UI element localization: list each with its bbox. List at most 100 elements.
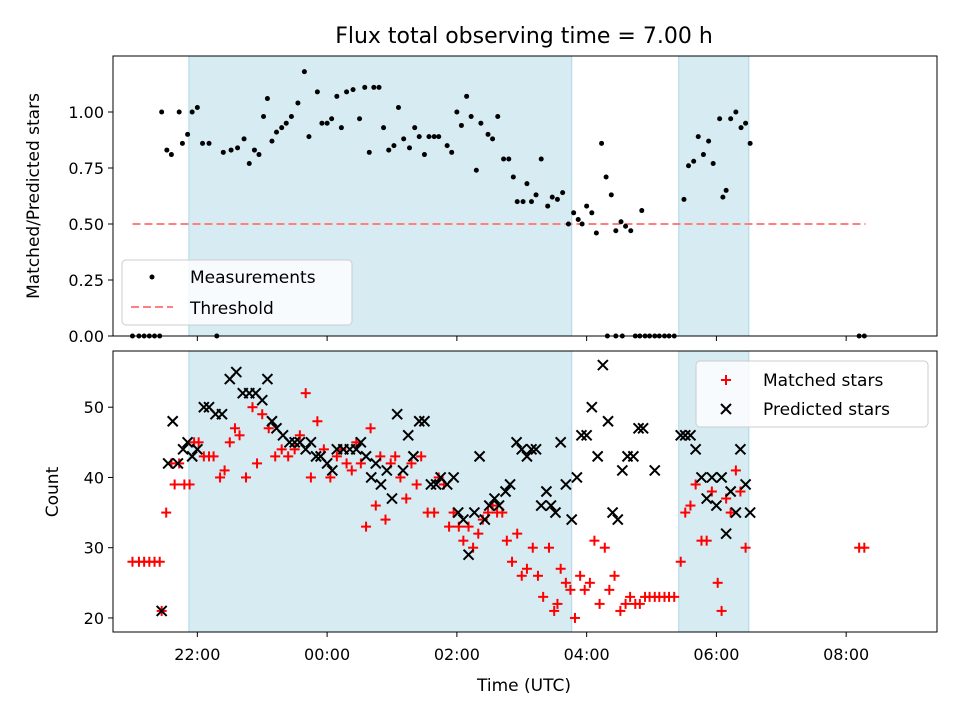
predicted-star-point xyxy=(540,485,553,498)
matched-star-point xyxy=(579,584,590,595)
predicted-star-point xyxy=(535,499,547,512)
predicted-star-point xyxy=(739,478,752,491)
predicted-star-point xyxy=(679,429,691,442)
predicted-star-point xyxy=(310,450,322,463)
measurement-point xyxy=(639,208,645,214)
measurement-point xyxy=(350,87,356,93)
measurement-point xyxy=(458,122,464,128)
matched-star-point xyxy=(219,465,230,476)
predicted-star-point xyxy=(706,471,718,484)
measurement-point xyxy=(490,136,496,142)
matched-star-point xyxy=(224,437,235,448)
measurement-point xyxy=(728,116,734,122)
predicted-star-point xyxy=(186,450,198,463)
measurement-point xyxy=(179,140,185,146)
x-stroke xyxy=(734,443,747,456)
measurement-point xyxy=(628,228,634,234)
measurement-point xyxy=(444,143,450,149)
measurement-point xyxy=(357,116,363,122)
measurement-point xyxy=(464,93,470,99)
predicted-star-point xyxy=(560,478,572,491)
measurement-point xyxy=(533,192,539,198)
predicted-star-point xyxy=(360,450,372,463)
matched-star-point xyxy=(341,458,352,469)
x-stroke xyxy=(216,408,228,420)
x-stroke xyxy=(504,478,516,491)
x-stroke xyxy=(355,436,367,449)
matched-star-point xyxy=(532,570,543,581)
measurement-point xyxy=(314,89,320,95)
matched-star-point xyxy=(473,528,484,539)
x-stroke xyxy=(724,485,737,498)
matched-star-point xyxy=(411,479,422,490)
x-axis-label: Time (UTC) xyxy=(476,676,571,696)
matched-star-point xyxy=(380,514,391,525)
matched-star-point xyxy=(401,493,412,504)
x-stroke xyxy=(375,478,387,491)
measurement-point xyxy=(279,125,285,131)
matched-star-point xyxy=(701,535,712,546)
x-stroke xyxy=(166,415,179,427)
predicted-star-point xyxy=(720,527,732,540)
predicted-star-point xyxy=(571,471,583,484)
measurement-point xyxy=(691,158,697,164)
predicted-star-point xyxy=(479,513,491,526)
matched-star-point xyxy=(599,542,610,553)
x-stroke xyxy=(310,450,322,463)
matched-star-point xyxy=(161,507,172,518)
matched-star-point xyxy=(569,612,580,623)
x-stroke xyxy=(283,436,296,449)
matched-star-point xyxy=(725,507,736,518)
predicted-star-point xyxy=(597,359,609,371)
x-stroke xyxy=(277,429,289,442)
predicted-star-point xyxy=(566,513,578,526)
predicted-star-point xyxy=(447,471,460,484)
predicted-star-point xyxy=(177,443,189,456)
predicted-star-point xyxy=(365,471,377,484)
x-stroke xyxy=(198,401,210,413)
predicted-star-point xyxy=(554,436,567,449)
predicted-star-point xyxy=(381,464,393,477)
matched-star-point xyxy=(416,451,427,462)
measurement-point xyxy=(747,140,753,146)
measurement-point xyxy=(329,116,335,122)
matched-star-point xyxy=(549,605,560,616)
measurement-point xyxy=(538,156,544,162)
predicted-star-point xyxy=(724,485,737,498)
matched-star-point xyxy=(208,451,219,462)
x-stroke xyxy=(560,478,572,491)
measurement-point xyxy=(261,113,267,119)
measurement-point xyxy=(618,219,624,225)
matched-star-point xyxy=(270,451,281,462)
x-stroke xyxy=(739,478,752,491)
matched-star-point xyxy=(257,409,268,420)
x-stroke xyxy=(606,506,619,519)
x-stroke xyxy=(516,443,528,456)
measurement-point xyxy=(565,221,571,227)
matched-star-point xyxy=(584,577,595,588)
matched-star-point xyxy=(516,570,527,581)
predicted-star-point xyxy=(326,464,339,477)
measurement-point xyxy=(256,152,262,158)
x-stroke xyxy=(256,394,268,406)
predicted-star-point xyxy=(700,492,713,505)
matched-star-point xyxy=(346,465,357,476)
matched-star-point xyxy=(625,591,636,602)
y-tick-label: 30 xyxy=(84,539,104,558)
matched-star-point xyxy=(680,507,691,518)
predicted-star-point xyxy=(375,478,387,491)
predicted-star-point xyxy=(370,457,382,470)
y-tick-label: 40 xyxy=(84,468,104,487)
x-stroke xyxy=(479,513,491,526)
measurement-point xyxy=(220,149,226,155)
matched-star-point xyxy=(859,542,870,553)
x-stroke xyxy=(493,499,505,512)
x-stroke xyxy=(181,436,194,449)
measurement-point xyxy=(710,161,716,167)
x-stroke xyxy=(580,429,593,442)
predicted-star-point xyxy=(407,450,420,463)
matched-star-point xyxy=(331,451,342,462)
measurement-point xyxy=(506,156,512,162)
measurement-point xyxy=(416,134,422,140)
